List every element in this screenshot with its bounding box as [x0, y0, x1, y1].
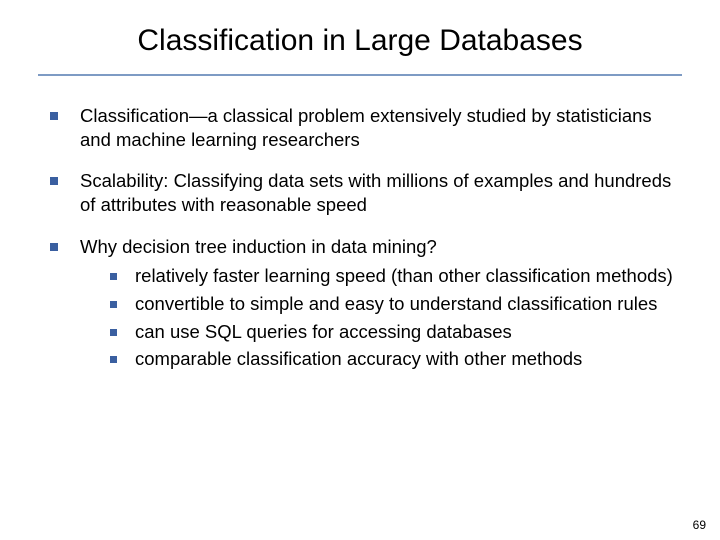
slide-body: Classification—a classical problem exten… [38, 104, 682, 375]
square-bullet-icon [110, 356, 117, 363]
square-bullet-icon [50, 243, 58, 251]
bullet-text: Scalability: Classifying data sets with … [80, 169, 682, 216]
square-bullet-icon [110, 301, 117, 308]
sub-bullet-text: relatively faster learning speed (than o… [135, 264, 682, 288]
sub-bullet-item: convertible to simple and easy to unders… [80, 292, 682, 316]
page-number: 69 [693, 518, 706, 532]
sub-bullet-text: comparable classification accuracy with … [135, 347, 682, 371]
sub-bullet-item: can use SQL queries for accessing databa… [80, 320, 682, 344]
bullet-text-line: Why decision tree induction in data mini… [80, 236, 437, 257]
title-underline [38, 74, 682, 76]
bullet-text: Why decision tree induction in data mini… [80, 235, 682, 375]
bullet-item: Scalability: Classifying data sets with … [38, 169, 682, 216]
sub-bullet-group: relatively faster learning speed (than o… [80, 264, 682, 371]
square-bullet-icon [110, 273, 117, 280]
square-bullet-icon [50, 177, 58, 185]
bullet-item: Classification—a classical problem exten… [38, 104, 682, 151]
sub-bullet-item: comparable classification accuracy with … [80, 347, 682, 371]
square-bullet-icon [50, 112, 58, 120]
bullet-item: Why decision tree induction in data mini… [38, 235, 682, 375]
sub-bullet-item: relatively faster learning speed (than o… [80, 264, 682, 288]
slide-title: Classification in Large Databases [38, 24, 682, 68]
sub-bullet-text: convertible to simple and easy to unders… [135, 292, 682, 316]
sub-bullet-text: can use SQL queries for accessing databa… [135, 320, 682, 344]
bullet-text: Classification—a classical problem exten… [80, 104, 682, 151]
square-bullet-icon [110, 329, 117, 336]
